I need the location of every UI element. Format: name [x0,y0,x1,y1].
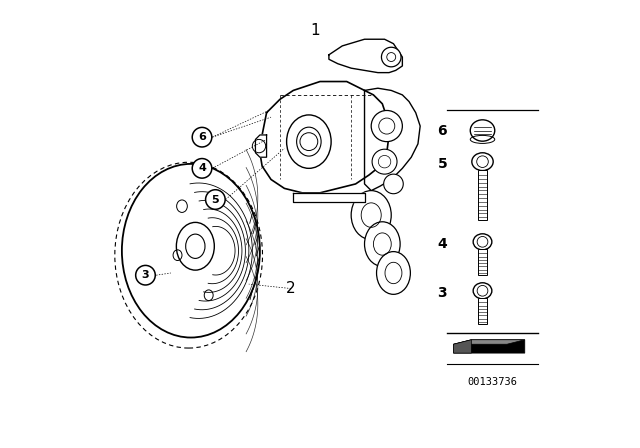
Polygon shape [454,340,472,353]
Text: 00133736: 00133736 [468,377,518,387]
Circle shape [192,159,212,178]
Polygon shape [454,340,525,353]
Polygon shape [454,340,525,344]
Text: 4: 4 [438,237,447,251]
Circle shape [381,47,401,67]
Text: 3: 3 [141,270,149,280]
Polygon shape [329,39,403,73]
Circle shape [383,174,403,194]
Text: 4: 4 [198,164,206,173]
Circle shape [205,190,225,209]
Text: 3: 3 [438,286,447,300]
Polygon shape [255,135,267,157]
Ellipse shape [351,190,391,240]
Polygon shape [479,298,486,324]
Text: 2: 2 [286,281,296,296]
Text: 1: 1 [311,23,321,38]
Text: 6: 6 [198,132,206,142]
Ellipse shape [287,115,331,168]
Ellipse shape [365,222,400,266]
Circle shape [372,149,397,174]
Polygon shape [365,88,420,190]
Ellipse shape [177,222,214,270]
Ellipse shape [472,153,493,171]
Polygon shape [293,193,365,202]
Ellipse shape [296,127,321,156]
Circle shape [136,265,156,285]
Circle shape [371,111,403,142]
Polygon shape [479,249,486,275]
Polygon shape [260,82,389,193]
Ellipse shape [376,252,410,294]
Ellipse shape [122,164,260,337]
Polygon shape [478,170,487,220]
Text: 6: 6 [438,124,447,138]
Ellipse shape [473,283,492,299]
Ellipse shape [473,234,492,250]
Ellipse shape [470,120,495,141]
Circle shape [192,127,212,147]
Text: 5: 5 [212,194,219,205]
Text: 5: 5 [438,157,447,171]
